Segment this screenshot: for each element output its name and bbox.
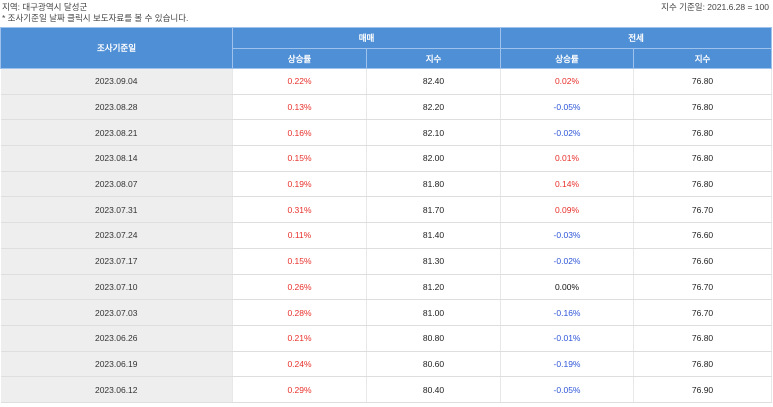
table-row: 2023.07.10 0.26% 81.20 0.00% 76.70 (0, 274, 773, 301)
table-row: 2023.07.03 0.28% 81.00 -0.16% 76.70 (0, 299, 773, 326)
survey-date-link[interactable]: 2023.06.12 (0, 376, 233, 403)
region-label: 지역: 대구광역시 달성군 (2, 2, 88, 12)
sale-rate-cell: 0.11% (232, 222, 367, 249)
table-row: 2023.08.14 0.15% 82.00 0.01% 76.80 (0, 145, 773, 172)
top-info: 지역: 대구광역시 달성군 * 조사기준일 날짜 클릭시 보도자료를 볼 수 있… (0, 0, 773, 27)
survey-date-link[interactable]: 2023.08.28 (0, 94, 233, 121)
sale-index-cell: 81.40 (366, 222, 502, 249)
sale-rate-cell: 0.13% (232, 94, 367, 121)
sale-rate-cell: 0.24% (232, 351, 367, 378)
jeonse-rate-cell: -0.16% (500, 299, 635, 326)
sale-rate-cell: 0.22% (232, 68, 367, 95)
sale-index-cell: 82.00 (366, 145, 502, 172)
survey-date-link[interactable]: 2023.07.24 (0, 222, 233, 249)
jeonse-rate-cell: -0.01% (500, 325, 635, 352)
sale-rate-cell: 0.21% (232, 325, 367, 352)
base-index-label: 지수 기준일: 2021.6.28 = 100 (661, 2, 769, 12)
table-row: 2023.08.28 0.13% 82.20 -0.05% 76.80 (0, 94, 773, 121)
group-header-jeonse: 전세 (500, 27, 773, 49)
table-row: 2023.08.07 0.19% 81.80 0.14% 76.80 (0, 171, 773, 198)
sale-index-cell: 81.20 (366, 274, 502, 301)
table-row: 2023.08.21 0.16% 82.10 -0.02% 76.80 (0, 119, 773, 147)
table-header: 조사기준일 매매 전세 상승률 지수 상승률 지수 (0, 27, 773, 69)
sale-rate-cell: 0.29% (232, 376, 367, 403)
table-body: 2023.09.04 0.22% 82.40 0.02% 76.80 2023.08.28… (0, 68, 773, 403)
survey-date-link[interactable]: 2023.07.03 (0, 299, 233, 326)
jeonse-index-cell: 76.70 (633, 274, 773, 301)
jeonse-rate-cell: -0.05% (500, 376, 635, 403)
jeonse-index-cell: 76.80 (633, 119, 773, 147)
jeonse-rate-cell: -0.02% (500, 119, 635, 147)
col-header-sale-index: 지수 (365, 48, 502, 69)
sale-rate-cell: 0.15% (232, 145, 367, 172)
group-header-sale: 매매 (231, 27, 502, 49)
jeonse-rate-cell: -0.19% (500, 351, 635, 378)
sale-rate-cell: 0.15% (232, 248, 367, 275)
col-header-date: 조사기준일 (0, 27, 233, 69)
survey-date-link[interactable]: 2023.06.19 (0, 351, 233, 378)
price-index-table: 조사기준일 매매 전세 상승률 지수 상승률 지수 2023.09.04 0.22… (0, 27, 773, 403)
jeonse-index-cell: 76.80 (633, 68, 773, 95)
jeonse-index-cell: 76.80 (633, 94, 773, 121)
table-row: 2023.07.17 0.15% 81.30 -0.02% 76.60 (0, 248, 773, 275)
jeonse-index-cell: 76.90 (633, 376, 773, 403)
survey-date-link[interactable]: 2023.06.26 (0, 325, 233, 352)
sale-index-cell: 82.10 (366, 119, 502, 147)
sale-index-cell: 81.00 (366, 299, 502, 326)
sale-rate-cell: 0.16% (232, 119, 367, 147)
jeonse-index-cell: 76.80 (633, 145, 773, 172)
sale-index-cell: 81.30 (366, 248, 502, 275)
sale-index-cell: 82.20 (366, 94, 502, 121)
jeonse-rate-cell: 0.02% (500, 68, 635, 95)
col-header-sale-rate: 상승률 (232, 48, 367, 69)
jeonse-index-cell: 76.80 (633, 325, 773, 352)
jeonse-rate-cell: -0.03% (500, 222, 635, 249)
table-row: 2023.06.19 0.24% 80.60 -0.19% 76.80 (0, 351, 773, 378)
table-row: 2023.06.26 0.21% 80.80 -0.01% 76.80 (0, 325, 773, 352)
jeonse-index-cell: 76.60 (633, 222, 773, 249)
table-row: 2023.07.24 0.11% 81.40 -0.03% 76.60 (0, 222, 773, 249)
sale-index-cell: 80.40 (366, 376, 502, 403)
survey-date-link[interactable]: 2023.08.21 (0, 119, 233, 147)
jeonse-rate-cell: 0.00% (500, 274, 635, 301)
survey-date-link[interactable]: 2023.07.17 (0, 248, 233, 275)
sale-index-cell: 81.70 (366, 196, 502, 224)
col-header-jeonse-index: 지수 (633, 48, 773, 69)
jeonse-rate-cell: -0.02% (500, 248, 635, 275)
survey-date-link[interactable]: 2023.08.07 (0, 171, 233, 198)
jeonse-rate-cell: 0.01% (500, 145, 635, 172)
sale-index-cell: 80.60 (366, 351, 502, 378)
jeonse-rate-cell: 0.09% (500, 196, 635, 224)
sale-rate-cell: 0.31% (232, 196, 367, 224)
table-row: 2023.09.04 0.22% 82.40 0.02% 76.80 (0, 68, 773, 95)
jeonse-rate-cell: -0.05% (500, 94, 635, 121)
survey-date-link[interactable]: 2023.08.14 (0, 145, 233, 172)
jeonse-index-cell: 76.60 (633, 248, 773, 275)
click-note: * 조사기준일 날짜 클릭시 보도자료를 볼 수 있습니다. (2, 13, 189, 23)
col-header-jeonse-rate: 상승률 (500, 48, 635, 69)
sale-rate-cell: 0.26% (232, 274, 367, 301)
survey-date-link[interactable]: 2023.09.04 (0, 68, 233, 95)
survey-date-link[interactable]: 2023.07.31 (0, 196, 233, 224)
table-row: 2023.07.31 0.31% 81.70 0.09% 76.70 (0, 196, 773, 224)
sale-index-cell: 81.80 (366, 171, 502, 198)
sale-index-cell: 82.40 (366, 68, 502, 95)
sale-rate-cell: 0.28% (232, 299, 367, 326)
sale-rate-cell: 0.19% (232, 171, 367, 198)
jeonse-index-cell: 76.70 (633, 299, 773, 326)
jeonse-index-cell: 76.80 (633, 351, 773, 378)
survey-date-link[interactable]: 2023.07.10 (0, 274, 233, 301)
jeonse-index-cell: 76.70 (633, 196, 773, 224)
sale-index-cell: 80.80 (366, 325, 502, 352)
table-row: 2023.06.12 0.29% 80.40 -0.05% 76.90 (0, 376, 773, 403)
jeonse-rate-cell: 0.14% (500, 171, 635, 198)
jeonse-index-cell: 76.80 (633, 171, 773, 198)
